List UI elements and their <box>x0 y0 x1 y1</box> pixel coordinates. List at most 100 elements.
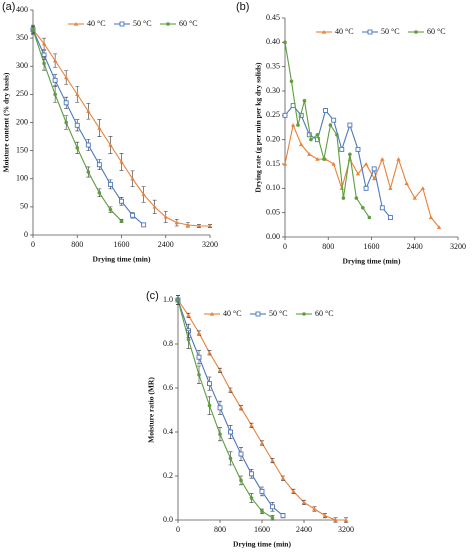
y-tick-label: 50 <box>20 202 28 211</box>
marker <box>228 388 233 392</box>
marker <box>280 476 286 480</box>
y-tick-label: 0.05 <box>266 207 280 216</box>
marker <box>207 403 212 408</box>
marker <box>108 207 113 212</box>
y-tick-label: 250 <box>16 89 28 98</box>
x-tick-label: 2400 <box>158 240 174 249</box>
marker <box>291 489 296 493</box>
series-line <box>32 29 210 227</box>
marker <box>249 423 254 427</box>
marker <box>296 123 300 127</box>
marker <box>420 186 426 190</box>
x-tick-label: 0 <box>283 242 287 251</box>
y-tick-label: 350 <box>16 33 28 42</box>
series-line <box>177 299 284 517</box>
marker <box>354 196 359 200</box>
marker <box>41 41 47 46</box>
marker <box>309 137 313 142</box>
marker <box>249 496 254 500</box>
marker <box>141 192 146 197</box>
marker <box>63 75 69 80</box>
marker <box>270 504 275 510</box>
x-tick-label: 800 <box>322 242 334 251</box>
marker <box>107 181 113 187</box>
marker <box>367 29 373 35</box>
marker <box>86 109 91 113</box>
legend-label: 60 °C <box>179 19 198 28</box>
marker <box>207 381 212 387</box>
marker <box>97 191 102 195</box>
x-tick-label: 1600 <box>114 240 130 249</box>
y-tick-label: 0.0 <box>163 515 173 524</box>
marker <box>197 373 201 377</box>
marker <box>152 204 157 209</box>
marker <box>217 405 223 411</box>
x-tick-label: 0 <box>176 525 180 534</box>
marker <box>186 337 191 342</box>
marker <box>412 196 417 200</box>
legend-label: 40 °C <box>335 27 354 36</box>
marker <box>315 157 320 161</box>
marker <box>312 507 317 511</box>
x-tick-label: 800 <box>71 240 83 249</box>
marker <box>238 451 244 457</box>
series-line <box>284 104 391 218</box>
legend-label: 60 °C <box>315 309 334 318</box>
panel-label: (b) <box>236 1 249 13</box>
marker <box>52 58 58 63</box>
marker <box>238 405 244 410</box>
marker <box>73 22 79 26</box>
marker <box>130 212 136 218</box>
marker <box>218 432 222 437</box>
marker <box>321 30 327 34</box>
y-tick-label: 0.20 <box>266 134 280 143</box>
marker <box>42 61 46 66</box>
marker <box>404 181 409 186</box>
marker <box>299 142 304 147</box>
y-tick-label: 1.0 <box>163 295 173 304</box>
x-tick-label: 3200 <box>338 525 354 534</box>
panel-label: (c) <box>146 290 159 302</box>
marker <box>52 77 58 83</box>
x-axis-label: Drying time (min) <box>343 257 401 266</box>
marker <box>428 215 434 220</box>
marker <box>322 157 326 161</box>
marker <box>130 176 135 181</box>
marker <box>387 215 393 220</box>
x-tick-label: 1600 <box>364 242 380 251</box>
marker <box>255 311 261 317</box>
marker <box>388 186 393 190</box>
marker <box>282 162 288 166</box>
marker <box>302 98 307 103</box>
marker <box>166 22 170 26</box>
marker <box>301 500 307 504</box>
marker <box>290 123 296 127</box>
marker <box>239 478 243 483</box>
marker <box>323 108 328 113</box>
y-tick-label: 0.2 <box>163 471 173 480</box>
marker <box>302 312 306 316</box>
y-tick-label: 200 <box>16 117 28 126</box>
marker <box>207 350 212 355</box>
y-tick-label: 0.45 <box>266 13 280 22</box>
panel-label: (a) <box>2 1 15 13</box>
marker <box>74 122 80 128</box>
x-tick-label: 3200 <box>202 240 218 249</box>
x-tick-label: 2400 <box>296 525 312 534</box>
marker <box>372 176 377 181</box>
marker <box>209 312 215 316</box>
y-tick-label: 0.40 <box>266 37 280 46</box>
marker <box>176 298 180 302</box>
x-tick-label: 2400 <box>407 242 423 251</box>
y-tick-label: 0.4 <box>163 427 173 436</box>
series-line <box>177 299 273 519</box>
marker <box>119 159 124 164</box>
marker <box>207 224 213 228</box>
marker <box>163 215 168 219</box>
marker <box>119 219 124 223</box>
marker <box>355 146 361 152</box>
marker <box>196 354 202 360</box>
marker <box>75 146 80 150</box>
marker <box>196 224 202 228</box>
legend-label: 50 °C <box>381 27 400 36</box>
